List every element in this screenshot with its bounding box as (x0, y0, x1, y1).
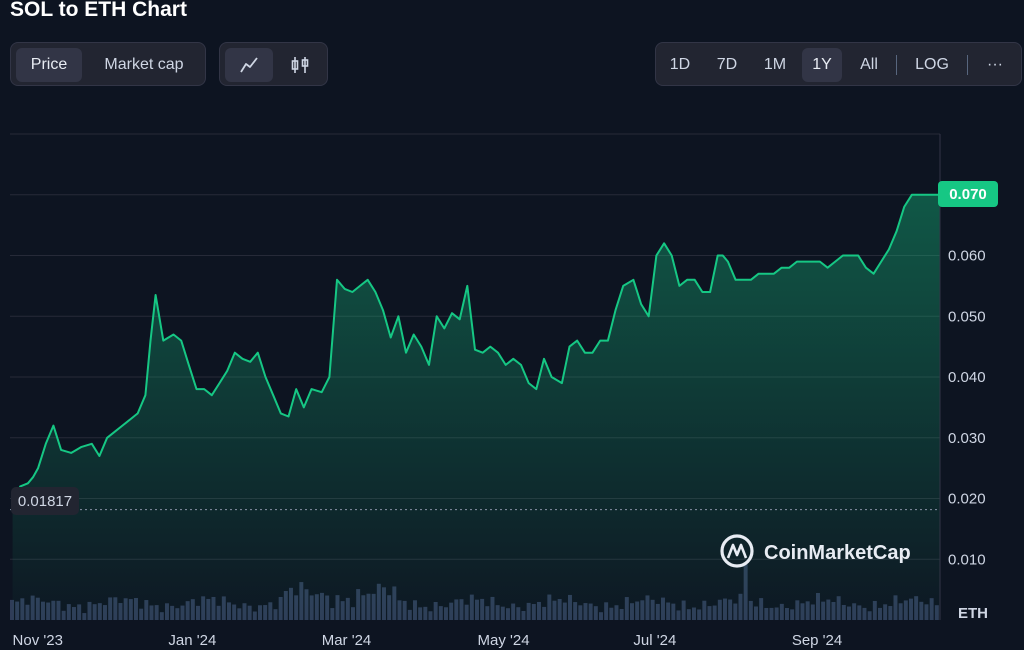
log-scale-button[interactable]: LOG (915, 56, 949, 73)
x-tick-label: Jan '24 (168, 632, 216, 649)
y-tick-label: 0.030 (948, 430, 986, 447)
chart-type-toggle (219, 42, 328, 86)
x-tick-label: Jul '24 (633, 632, 676, 649)
price-tab[interactable]: Price (16, 48, 82, 82)
candlestick-icon (291, 57, 309, 73)
line-chart-button[interactable] (225, 48, 273, 82)
range-1d-button[interactable]: 1D (669, 56, 691, 73)
y-tick-label: 0.040 (948, 369, 986, 386)
y-tick-label: 0.060 (948, 248, 986, 265)
unit-label: ETH (958, 605, 988, 622)
page-title: SOL to ETH Chart (10, 0, 187, 21)
start-price-badge-bg (11, 487, 79, 515)
x-axis: Nov '23 Jan '24 Mar '24 May '24 Jul '24 Sep '… (13, 632, 843, 649)
more-options-button[interactable]: ··· (987, 56, 1003, 73)
current-price-badge-bg (938, 181, 998, 207)
toolbar-divider (896, 55, 897, 75)
watermark-text: CoinMarketCap (764, 542, 911, 564)
y-tick-label: 0.010 (948, 551, 986, 568)
market-cap-tab[interactable]: Market cap (104, 56, 184, 73)
x-tick-label: May '24 (478, 632, 530, 649)
toolbar-divider (967, 55, 968, 75)
volume-bar (10, 599, 14, 620)
coinmarketcap-watermark: CoinMarketCap (720, 534, 911, 568)
current-price-label: 0.070 (949, 186, 987, 203)
x-tick-label: Sep '24 (792, 632, 842, 649)
range-1m-button[interactable]: 1M (763, 56, 787, 73)
candlestick-button[interactable] (276, 48, 324, 82)
y-axis: 0.010 0.020 0.030 0.040 0.050 0.060 0.070 (948, 187, 986, 569)
range-7d-button[interactable]: 7D (716, 56, 738, 73)
start-price-badge: 0.01817 (11, 487, 79, 515)
coinmarketcap-logo-icon (720, 534, 754, 568)
current-price-badge: 0.070 (938, 181, 998, 207)
x-tick-label: Nov '23 (13, 632, 63, 649)
range-1y-button[interactable]: 1Y (802, 48, 842, 82)
price-area-fill (12, 194, 941, 620)
y-tick-label: 0.020 (948, 491, 986, 508)
y-tick-label: 0.050 (948, 308, 986, 325)
range-all-button[interactable]: All (860, 56, 878, 73)
time-range-toggle: 1D 7D 1M 1Y All LOG ··· (655, 42, 1022, 86)
price-line (11, 193, 940, 510)
line-chart-icon (240, 57, 258, 73)
metric-toggle: Price Market cap (10, 42, 206, 86)
x-tick-label: Mar '24 (322, 632, 372, 649)
start-price-label: 0.01817 (18, 493, 72, 510)
